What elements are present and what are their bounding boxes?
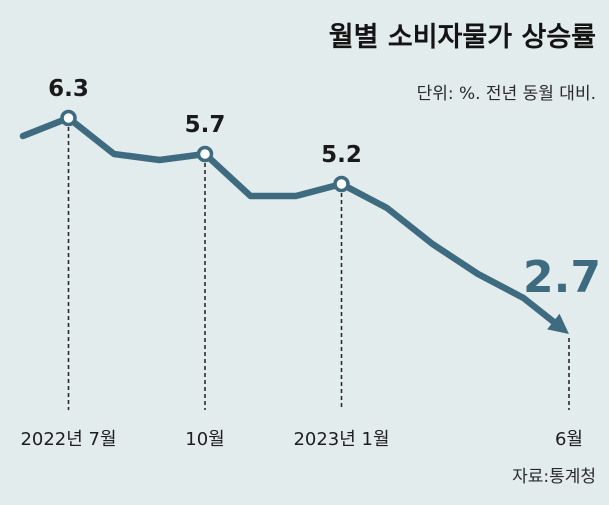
chart-subtitle: 단위: %. 전년 동월 대비. xyxy=(417,84,596,104)
x-tick-label: 2023년 1월 xyxy=(293,429,389,450)
data-label: 6.3 xyxy=(48,76,89,102)
chart-source: 자료:통계청 xyxy=(512,467,596,487)
x-tick-label: 2022년 7월 xyxy=(20,429,116,450)
chart-title: 월별 소비자물가 상승률 xyxy=(329,22,596,53)
data-label: 5.2 xyxy=(321,142,362,168)
data-point-marker xyxy=(196,145,214,163)
series-arrowhead xyxy=(547,313,569,334)
chart-marks: 6.3 5.7 5.2 2.7 2022년 7월 10월 2023년 1월 6월 xyxy=(19,76,601,450)
x-tick-label: 10월 xyxy=(185,429,224,450)
data-point-marker xyxy=(333,175,350,193)
x-tick-label: 6월 xyxy=(555,429,583,450)
data-label-latest: 2.7 xyxy=(523,252,601,303)
data-label: 5.7 xyxy=(185,112,226,138)
series-line xyxy=(19,114,563,330)
data-point-marker xyxy=(60,109,77,127)
